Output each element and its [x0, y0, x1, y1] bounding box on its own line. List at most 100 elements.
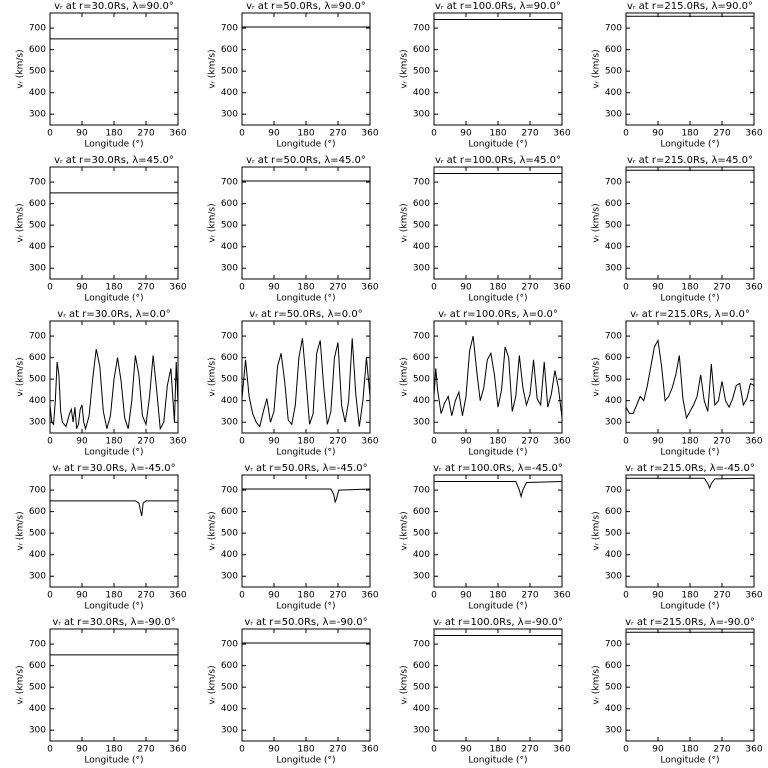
panel-title: vᵣ at r=215.0Rs, λ=45.0° — [627, 155, 753, 166]
panel-title: vᵣ at r=30.0Rs, λ=-90.0° — [52, 617, 175, 628]
y-tick-label: 600 — [221, 45, 238, 55]
data-line — [434, 480, 563, 499]
y-axis-label: vᵣ (km/s) — [592, 357, 602, 396]
x-tick-label: 0 — [431, 745, 437, 755]
x-tick-label: 360 — [745, 591, 762, 601]
x-tick-label: 90 — [652, 745, 664, 755]
y-tick-label: 500 — [413, 529, 430, 539]
y-axis-label: vᵣ (km/s) — [400, 49, 410, 88]
x-axis-label: Longitude (°) — [84, 448, 143, 458]
data-line — [241, 338, 371, 428]
plot-frame — [49, 12, 179, 126]
x-axis-label: Longitude (°) — [660, 448, 719, 458]
x-tick-label: 90 — [652, 283, 664, 293]
panel-title: vᵣ at r=215.0Rs, λ=-90.0° — [625, 617, 755, 628]
x-tick-label: 180 — [105, 591, 122, 601]
y-tick-label: 300 — [605, 110, 622, 120]
x-tick-label: 0 — [431, 437, 437, 447]
x-tick-label: 270 — [329, 283, 346, 293]
x-tick-label: 180 — [105, 745, 122, 755]
panel-title: vᵣ at r=50.0Rs, λ=-45.0° — [244, 463, 367, 474]
x-tick-label: 270 — [713, 591, 730, 601]
y-tick-label: 300 — [413, 726, 430, 736]
y-tick-label: 300 — [221, 418, 238, 428]
x-tick-label: 0 — [239, 283, 245, 293]
x-tick-label: 360 — [169, 591, 186, 601]
y-tick-label: 700 — [605, 486, 622, 496]
y-axis-label: vᵣ (km/s) — [592, 49, 602, 88]
y-tick-label: 400 — [605, 88, 622, 98]
x-tick-label: 0 — [623, 129, 629, 139]
y-tick-label: 400 — [29, 396, 46, 406]
y-tick-label: 300 — [29, 418, 46, 428]
x-tick-label: 360 — [169, 129, 186, 139]
x-tick-label: 0 — [431, 283, 437, 293]
plot-frame — [49, 474, 179, 588]
panel-title: vᵣ at r=30.0Rs, λ=45.0° — [54, 155, 174, 166]
plot-frame — [433, 474, 563, 588]
y-tick-label: 700 — [29, 486, 46, 496]
y-tick-label: 500 — [605, 683, 622, 693]
data-line — [626, 477, 755, 490]
y-tick-label: 400 — [605, 242, 622, 252]
plot-frame — [625, 474, 755, 588]
panel-title: vᵣ at r=100.0Rs, λ=-90.0° — [433, 617, 563, 628]
x-tick-label: 0 — [239, 129, 245, 139]
x-tick-label: 360 — [745, 129, 762, 139]
y-tick-label: 300 — [221, 726, 238, 736]
y-tick-label: 400 — [413, 550, 430, 560]
y-tick-label: 500 — [221, 529, 238, 539]
y-tick-label: 500 — [413, 221, 430, 231]
x-tick-label: 360 — [553, 591, 570, 601]
x-tick-label: 0 — [47, 437, 53, 447]
y-tick-label: 700 — [605, 332, 622, 342]
y-tick-label: 400 — [221, 396, 238, 406]
x-tick-label: 270 — [521, 437, 538, 447]
x-tick-label: 90 — [76, 591, 88, 601]
y-tick-label: 300 — [605, 418, 622, 428]
x-tick-label: 360 — [745, 283, 762, 293]
y-tick-label: 600 — [29, 353, 46, 363]
x-tick-label: 270 — [137, 745, 154, 755]
x-tick-label: 270 — [521, 129, 538, 139]
y-tick-label: 700 — [221, 332, 238, 342]
y-tick-label: 700 — [605, 178, 622, 188]
x-tick-label: 360 — [361, 591, 378, 601]
x-axis-label: Longitude (°) — [276, 140, 335, 150]
data-line — [625, 338, 755, 420]
x-tick-label: 90 — [652, 437, 664, 447]
plot-frame — [49, 628, 179, 742]
x-tick-label: 90 — [460, 745, 472, 755]
x-axis-label: Longitude (°) — [84, 140, 143, 150]
y-tick-label: 400 — [413, 88, 430, 98]
y-tick-label: 600 — [605, 353, 622, 363]
y-tick-label: 600 — [413, 353, 430, 363]
x-tick-label: 0 — [47, 283, 53, 293]
x-tick-label: 270 — [521, 591, 538, 601]
y-tick-label: 400 — [605, 550, 622, 560]
y-tick-label: 300 — [221, 572, 238, 582]
y-tick-label: 600 — [221, 199, 238, 209]
y-axis-label: vᵣ (km/s) — [16, 511, 26, 550]
x-tick-label: 90 — [76, 745, 88, 755]
y-tick-label: 400 — [413, 704, 430, 714]
x-axis-label: Longitude (°) — [276, 448, 335, 458]
x-axis-label: Longitude (°) — [276, 294, 335, 304]
data-line — [50, 500, 178, 517]
x-tick-label: 180 — [681, 129, 698, 139]
y-tick-label: 500 — [221, 221, 238, 231]
x-tick-label: 90 — [76, 283, 88, 293]
x-tick-label: 0 — [431, 591, 437, 601]
x-tick-label: 180 — [297, 745, 314, 755]
x-tick-label: 90 — [652, 591, 664, 601]
x-tick-label: 90 — [460, 283, 472, 293]
y-tick-label: 700 — [221, 486, 238, 496]
y-tick-label: 500 — [605, 221, 622, 231]
panel-title: vᵣ at r=100.0Rs, λ=0.0° — [438, 309, 558, 320]
plot-frame — [433, 166, 563, 280]
x-axis-label: Longitude (°) — [468, 140, 527, 150]
plot-frame — [241, 474, 371, 588]
x-tick-label: 180 — [489, 745, 506, 755]
y-tick-label: 400 — [221, 704, 238, 714]
